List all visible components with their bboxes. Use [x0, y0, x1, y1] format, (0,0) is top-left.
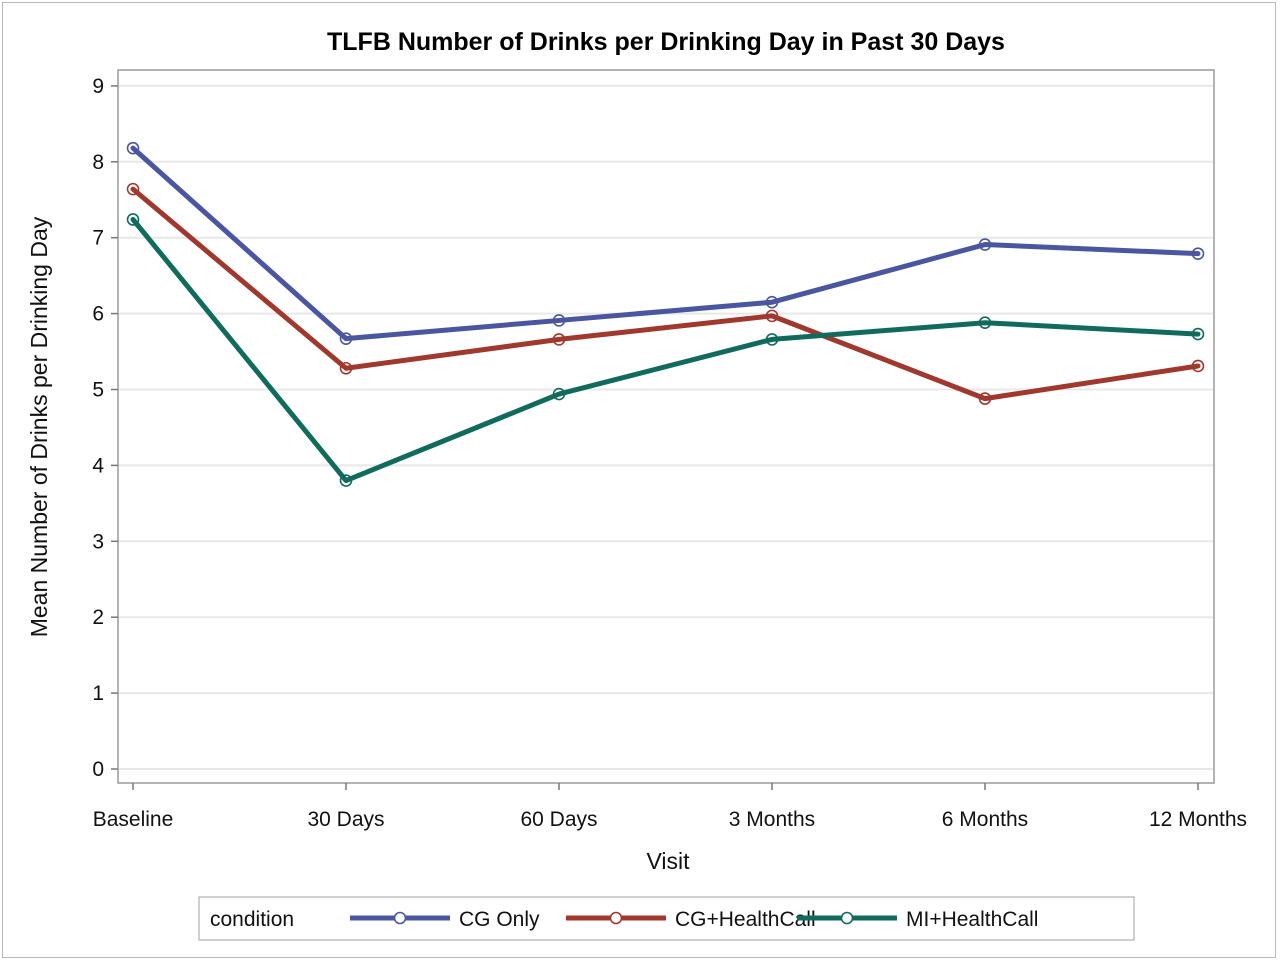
data-point: [552, 333, 566, 346]
y-tick-label: 2: [92, 606, 104, 629]
x-axis: Baseline 30 Days 60 Days 3 Months 6 Months 12…: [93, 783, 1247, 831]
y-tick-label: 8: [92, 151, 104, 174]
data-point: [339, 361, 353, 375]
legend-label: CG+HealthCall: [675, 908, 816, 931]
legend-item: CG+HealthCall: [566, 908, 816, 931]
data-point: [1191, 247, 1205, 260]
x-tick-label: 3 Months: [729, 808, 815, 831]
data-point: [552, 314, 566, 327]
data-point: [978, 316, 992, 330]
series-layer: [126, 141, 1205, 487]
y-tick-label: 1: [92, 682, 104, 705]
chart-title: TLFB Number of Drinks per Drinking Day i…: [327, 28, 1005, 56]
x-tick-label: 6 Months: [942, 808, 1028, 831]
data-point: [978, 238, 992, 251]
data-point: [126, 182, 140, 196]
series-line: [130, 186, 1201, 402]
legend-title: condition: [210, 908, 294, 931]
data-point: [126, 213, 140, 226]
data-point: [339, 474, 353, 487]
data-point: [765, 309, 779, 323]
x-tick-label: Baseline: [93, 808, 174, 831]
data-point: [765, 333, 779, 346]
series-0: [126, 141, 1205, 345]
x-axis-label: Visit: [646, 848, 690, 874]
x-tick-label: 12 Months: [1149, 808, 1247, 831]
legend-label: CG Only: [459, 908, 540, 931]
data-point: [339, 332, 353, 345]
data-point: [552, 387, 566, 401]
legend-label: MI+HealthCall: [906, 908, 1038, 931]
legend-items: CG Only CG+HealthCall MI+HealthCall: [350, 908, 1038, 931]
y-tick-label: 5: [92, 379, 104, 402]
y-axis-label: Mean Number of Drinks per Drinking Day: [26, 216, 52, 637]
y-tick-label: 4: [92, 454, 104, 477]
y-tick-label: 0: [92, 758, 104, 781]
legend-marker: [609, 911, 623, 925]
legend-marker: [840, 911, 854, 925]
y-axis: 0 1 2 3 4 5 6 7 8 9: [92, 75, 118, 781]
series-2: [126, 213, 1205, 487]
series-line: [130, 216, 1201, 484]
x-tick-label: 60 Days: [520, 808, 597, 831]
y-tick-label: 7: [92, 227, 104, 250]
plot-area: [117, 69, 1215, 784]
y-tick-label: 6: [92, 303, 104, 326]
data-point: [765, 295, 779, 309]
data-point: [978, 392, 992, 405]
y-tick-label: 3: [92, 530, 104, 553]
legend-marker: [393, 911, 407, 925]
x-tick-label: 30 Days: [307, 808, 384, 831]
legend-item: CG Only: [350, 908, 540, 931]
series-line: [130, 145, 1201, 342]
legend-item: MI+HealthCall: [797, 908, 1038, 931]
legend: condition CG Only CG+HealthCall MI+HealthC…: [198, 896, 1135, 941]
series-1: [126, 182, 1205, 405]
data-point: [1191, 327, 1205, 341]
data-point: [1191, 359, 1205, 373]
gridlines: [119, 84, 1213, 770]
y-tick-label: 9: [92, 75, 104, 98]
data-point: [126, 141, 140, 155]
